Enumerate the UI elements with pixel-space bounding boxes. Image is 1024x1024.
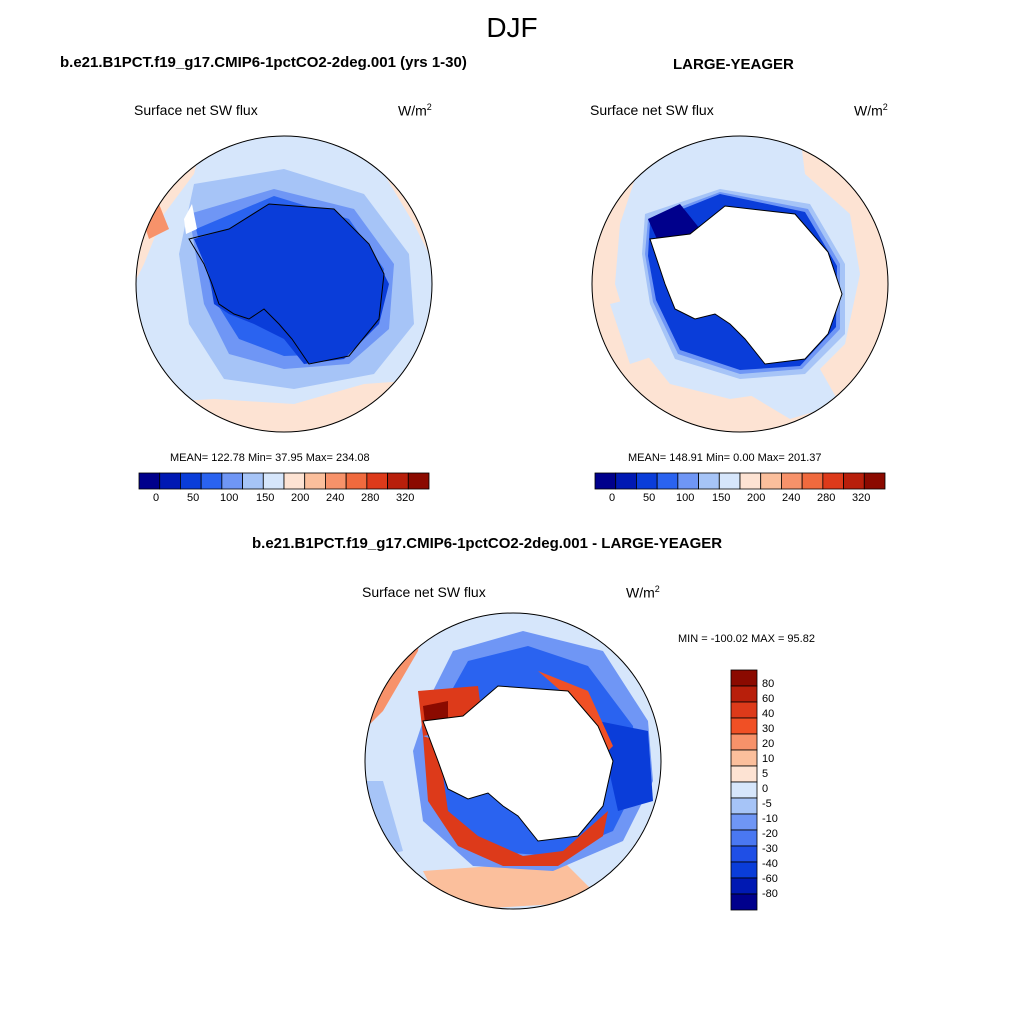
panel3-title: b.e21.B1PCT.f19_g17.CMIP6-1pctCO2-2deg.0… xyxy=(252,535,723,552)
panel2-title: LARGE-YEAGER xyxy=(673,56,794,73)
colorbar-swatch xyxy=(730,701,758,719)
panel3-cb-label: 10 xyxy=(762,753,775,765)
panel1-colorbar-labels: 0 50 100 150 200 240 280 320 xyxy=(139,492,429,506)
colorbar-swatch xyxy=(739,472,762,490)
panel3-polar-map xyxy=(364,612,662,910)
colorbar-swatch xyxy=(200,472,223,490)
panel1-cb-label: 0 xyxy=(153,492,160,504)
panel1-stats: MEAN= 122.78 Min= 37.95 Max= 234.08 xyxy=(170,452,370,464)
colorbar-swatch xyxy=(822,472,844,490)
panel1-title: b.e21.B1PCT.f19_g17.CMIP6-1pctCO2-2deg.0… xyxy=(60,54,467,71)
colorbar-swatch xyxy=(138,472,161,490)
colorbar-swatch xyxy=(242,472,264,490)
panel2-colorbar-labels: 0 50 100 150 200 240 280 320 xyxy=(595,492,885,506)
colorbar-swatch xyxy=(801,472,824,490)
panel3-cb-label: -5 xyxy=(762,798,772,810)
panel2-polar-map xyxy=(591,135,889,433)
colorbar-swatch xyxy=(407,472,430,490)
panel2-cb-label: 50 xyxy=(643,492,656,504)
colorbar-swatch xyxy=(730,781,758,799)
panel2-cb-label: 0 xyxy=(609,492,616,504)
colorbar-swatch xyxy=(730,861,758,879)
panel2-stats: MEAN= 148.91 Min= 0.00 Max= 201.37 xyxy=(628,452,822,464)
colorbar-swatch xyxy=(730,733,758,751)
panel3-colorbar xyxy=(730,669,758,911)
panel1-cb-label: 320 xyxy=(396,492,415,504)
panel2-cb-label: 280 xyxy=(817,492,836,504)
colorbar-swatch xyxy=(718,472,741,490)
panel2-units-label: W/m2 xyxy=(854,102,888,119)
colorbar-swatch xyxy=(221,472,243,490)
panel3-cb-label: -30 xyxy=(762,843,778,855)
colorbar-swatch xyxy=(325,472,347,490)
panel1-cb-label: 240 xyxy=(326,492,345,504)
colorbar-swatch xyxy=(730,669,758,687)
panel3-stats: MIN = -100.02 MAX = 95.82 xyxy=(678,633,815,645)
panel2-cb-label: 200 xyxy=(747,492,766,504)
panel1-cb-label: 150 xyxy=(256,492,275,504)
colorbar-swatch xyxy=(863,472,886,490)
panel3-variable-label: Surface net SW flux xyxy=(362,584,486,600)
panel3-cb-label: 80 xyxy=(762,678,775,690)
colorbar-swatch xyxy=(730,829,758,847)
panel1-cb-label: 50 xyxy=(187,492,200,504)
panel1-cb-label: 200 xyxy=(291,492,310,504)
colorbar-swatch xyxy=(262,472,285,490)
colorbar-swatch xyxy=(730,749,758,767)
colorbar-swatch xyxy=(781,472,803,490)
colorbar-swatch xyxy=(730,813,758,831)
panel3-colorbar-labels: 80 60 40 30 20 10 5 0 -5 -10 -20 -30 -40… xyxy=(762,678,802,918)
colorbar-swatch xyxy=(730,717,758,735)
panel3-cb-label: 30 xyxy=(762,723,775,735)
panel3-cb-label: -80 xyxy=(762,888,778,900)
colorbar-swatch xyxy=(636,472,658,490)
colorbar-swatch xyxy=(159,472,181,490)
panel1-polar-map xyxy=(135,135,433,433)
panel1-variable-label: Surface net SW flux xyxy=(134,102,258,118)
colorbar-swatch xyxy=(366,472,388,490)
colorbar-swatch xyxy=(730,685,758,703)
panel3-cb-label: -20 xyxy=(762,828,778,840)
panel3-cb-label: 0 xyxy=(762,783,769,795)
colorbar-swatch xyxy=(843,472,865,490)
panel1-units-label: W/m2 xyxy=(398,102,432,119)
colorbar-swatch xyxy=(283,472,306,490)
colorbar-swatch xyxy=(615,472,637,490)
panel3-cb-label: -60 xyxy=(762,873,778,885)
colorbar-swatch xyxy=(760,472,782,490)
panel2-cb-label: 320 xyxy=(852,492,871,504)
panel2-cb-label: 240 xyxy=(782,492,801,504)
colorbar-swatch xyxy=(730,877,758,895)
colorbar-swatch xyxy=(730,797,758,815)
panel2-cb-label: 150 xyxy=(712,492,731,504)
panel2-variable-label: Surface net SW flux xyxy=(590,102,714,118)
panel3-cb-label: 40 xyxy=(762,708,775,720)
colorbar-swatch xyxy=(730,845,758,863)
panel1-cb-label: 100 xyxy=(220,492,239,504)
colorbar-swatch xyxy=(387,472,409,490)
colorbar-swatch xyxy=(594,472,617,490)
panel1-colorbar xyxy=(138,472,430,490)
colorbar-swatch xyxy=(345,472,368,490)
colorbar-swatch xyxy=(180,472,202,490)
panel3-cb-label: -10 xyxy=(762,813,778,825)
colorbar-swatch xyxy=(304,472,326,490)
colorbar-swatch xyxy=(730,893,758,911)
colorbar-swatch xyxy=(698,472,720,490)
colorbar-swatch xyxy=(656,472,679,490)
panel1-cb-label: 280 xyxy=(361,492,380,504)
panel3-cb-label: 60 xyxy=(762,693,775,705)
panel3-cb-label: 5 xyxy=(762,768,769,780)
season-title: DJF xyxy=(486,12,538,43)
panel3-cb-label: 20 xyxy=(762,738,775,750)
panel3-units-label: W/m2 xyxy=(626,584,660,601)
panel2-colorbar xyxy=(594,472,886,490)
colorbar-swatch xyxy=(730,765,758,783)
panel3-cb-label: -40 xyxy=(762,858,778,870)
colorbar-swatch xyxy=(677,472,699,490)
panel2-cb-label: 100 xyxy=(676,492,695,504)
